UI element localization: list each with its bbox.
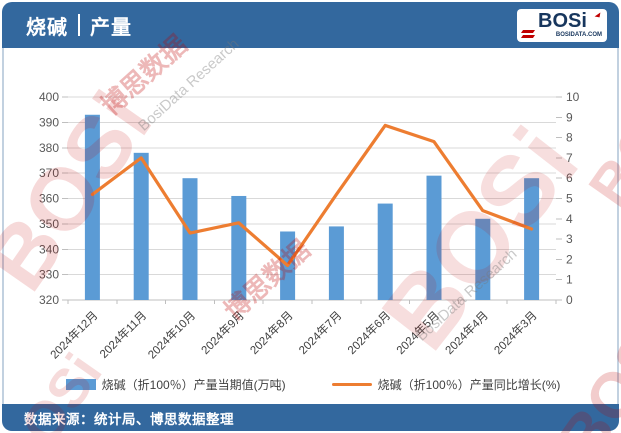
- x-axis-label: 2024年3月: [491, 308, 540, 357]
- logo-triangle-icon: [594, 11, 601, 18]
- line-series-swatch-icon: [331, 382, 372, 386]
- bar-series-label: 烧碱（折100％）产量当期值(万吨): [101, 377, 286, 392]
- production-combo-chart: 320 330 340 350 360 370 380 390 400 0 1 2 3 4 5 6 7 8 9 10 2…: [39, 90, 580, 362]
- x-axis-label: 2024年8月: [247, 308, 296, 357]
- title-metric: 产量: [90, 16, 132, 39]
- x-axis-label: 2024年5月: [393, 308, 442, 357]
- bar-2024年7月: [328, 226, 344, 300]
- y-axis-label-right: 2: [566, 252, 573, 266]
- bar-2024年11月: [133, 152, 149, 300]
- y-axis-label-right: 7: [566, 151, 573, 165]
- x-axis-label: 2024年6月: [345, 308, 394, 357]
- bar-2024年12月: [84, 114, 100, 300]
- y-axis-label-right: 4: [566, 212, 573, 226]
- y-axis-label-left: 350: [39, 217, 59, 231]
- bar-2024年3月: [524, 178, 540, 300]
- y-axis-label-right: 3: [566, 232, 573, 246]
- y-axis-label-right: 1: [566, 273, 573, 287]
- x-axis-label: 2024年4月: [442, 308, 491, 357]
- bar-2024年4月: [475, 218, 491, 300]
- y-axis-label-right: 9: [566, 110, 573, 124]
- trend-line: [90, 123, 534, 268]
- bar-2024年10月: [182, 178, 198, 300]
- bosi-logo: BOSi BOSIDATA.COM: [517, 9, 607, 42]
- y-axis-label-right: 8: [566, 131, 573, 145]
- x-axis-label: 2024年9月: [198, 308, 247, 357]
- bar-2024年5月: [426, 175, 442, 300]
- footer-bar: 数据来源：统计局、博思数据整理: [2, 404, 619, 431]
- header-bar: 烧碱 产量 BOSi BOSIDATA.COM: [2, 2, 619, 48]
- page-title: 烧碱 产量: [26, 11, 132, 40]
- y-axis-label-left: 340: [39, 242, 59, 256]
- y-axis-label-left: 370: [39, 166, 59, 180]
- data-source-text: 数据来源：统计局、博思数据整理: [24, 411, 234, 427]
- y-axis-label-left: 390: [39, 115, 59, 129]
- legend-item-bar-series: 烧碱（折100％）产量当期值(万吨): [65, 376, 286, 393]
- x-axis-label: 2024年7月: [296, 308, 345, 357]
- legend-item-line-series: 烧碱（折100％）产量同比增长(%): [331, 376, 561, 393]
- y-axis-label-left: 380: [39, 141, 59, 155]
- title-product: 烧碱: [26, 16, 68, 39]
- logo-subtext: BOSIDATA.COM: [555, 32, 602, 38]
- y-axis-label-right: 5: [566, 192, 573, 206]
- x-axis-label: 2024年12月: [47, 308, 100, 361]
- title-divider: [78, 14, 80, 36]
- y-axis-label-right: 10: [566, 90, 580, 104]
- bar-2024年6月: [377, 203, 393, 300]
- x-axis-label: 2024年10月: [145, 308, 198, 361]
- chart-legend: 烧碱（折100％）产量当期值(万吨) 烧碱（折100％）产量同比增长(%): [65, 374, 561, 394]
- y-axis-label-left: 400: [39, 90, 59, 104]
- y-axis-label-right: 6: [566, 171, 573, 185]
- y-axis-label-left: 330: [39, 268, 59, 282]
- bar-2024年9月: [231, 195, 247, 300]
- logo-stripe-icon: [520, 35, 536, 38]
- line-series-label: 烧碱（折100％）产量同比增长(%): [377, 377, 561, 392]
- bar-series-swatch-icon: [65, 378, 96, 390]
- y-axis-label-left: 360: [39, 192, 59, 206]
- logo-stripe-icon: [520, 30, 536, 33]
- y-axis-label-right: 0: [566, 293, 573, 307]
- logo-text: BOSi: [538, 10, 587, 32]
- x-axis-label: 2024年11月: [97, 308, 150, 361]
- y-axis-label-left: 320: [39, 293, 59, 307]
